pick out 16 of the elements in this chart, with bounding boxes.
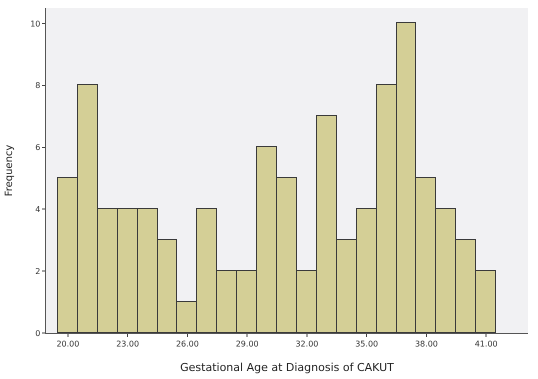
y-tick-label: 0	[35, 328, 40, 338]
x-tick-label: 29.00	[236, 340, 259, 349]
x-axis-title: Gestational Age at Diagnosis of CAKUT	[180, 360, 394, 374]
x-tick-label: 20.00	[56, 340, 80, 349]
y-tick-label: 8	[35, 81, 40, 90]
y-tick-label: 2	[35, 266, 40, 276]
x-tick-label: 41.00	[474, 340, 498, 349]
y-tick-label: 6	[35, 143, 40, 152]
x-tick-label: 35.00	[355, 340, 378, 349]
x-tick-label: 32.00	[295, 340, 318, 349]
x-tick-label: 23.00	[116, 340, 140, 349]
x-tick-label: 38.00	[414, 340, 438, 349]
x-tick-label: 26.00	[176, 340, 199, 349]
y-tick-label: 10	[30, 19, 40, 28]
y-axis-title: Frequency	[4, 144, 16, 196]
y-tick-label: 4	[35, 204, 40, 214]
